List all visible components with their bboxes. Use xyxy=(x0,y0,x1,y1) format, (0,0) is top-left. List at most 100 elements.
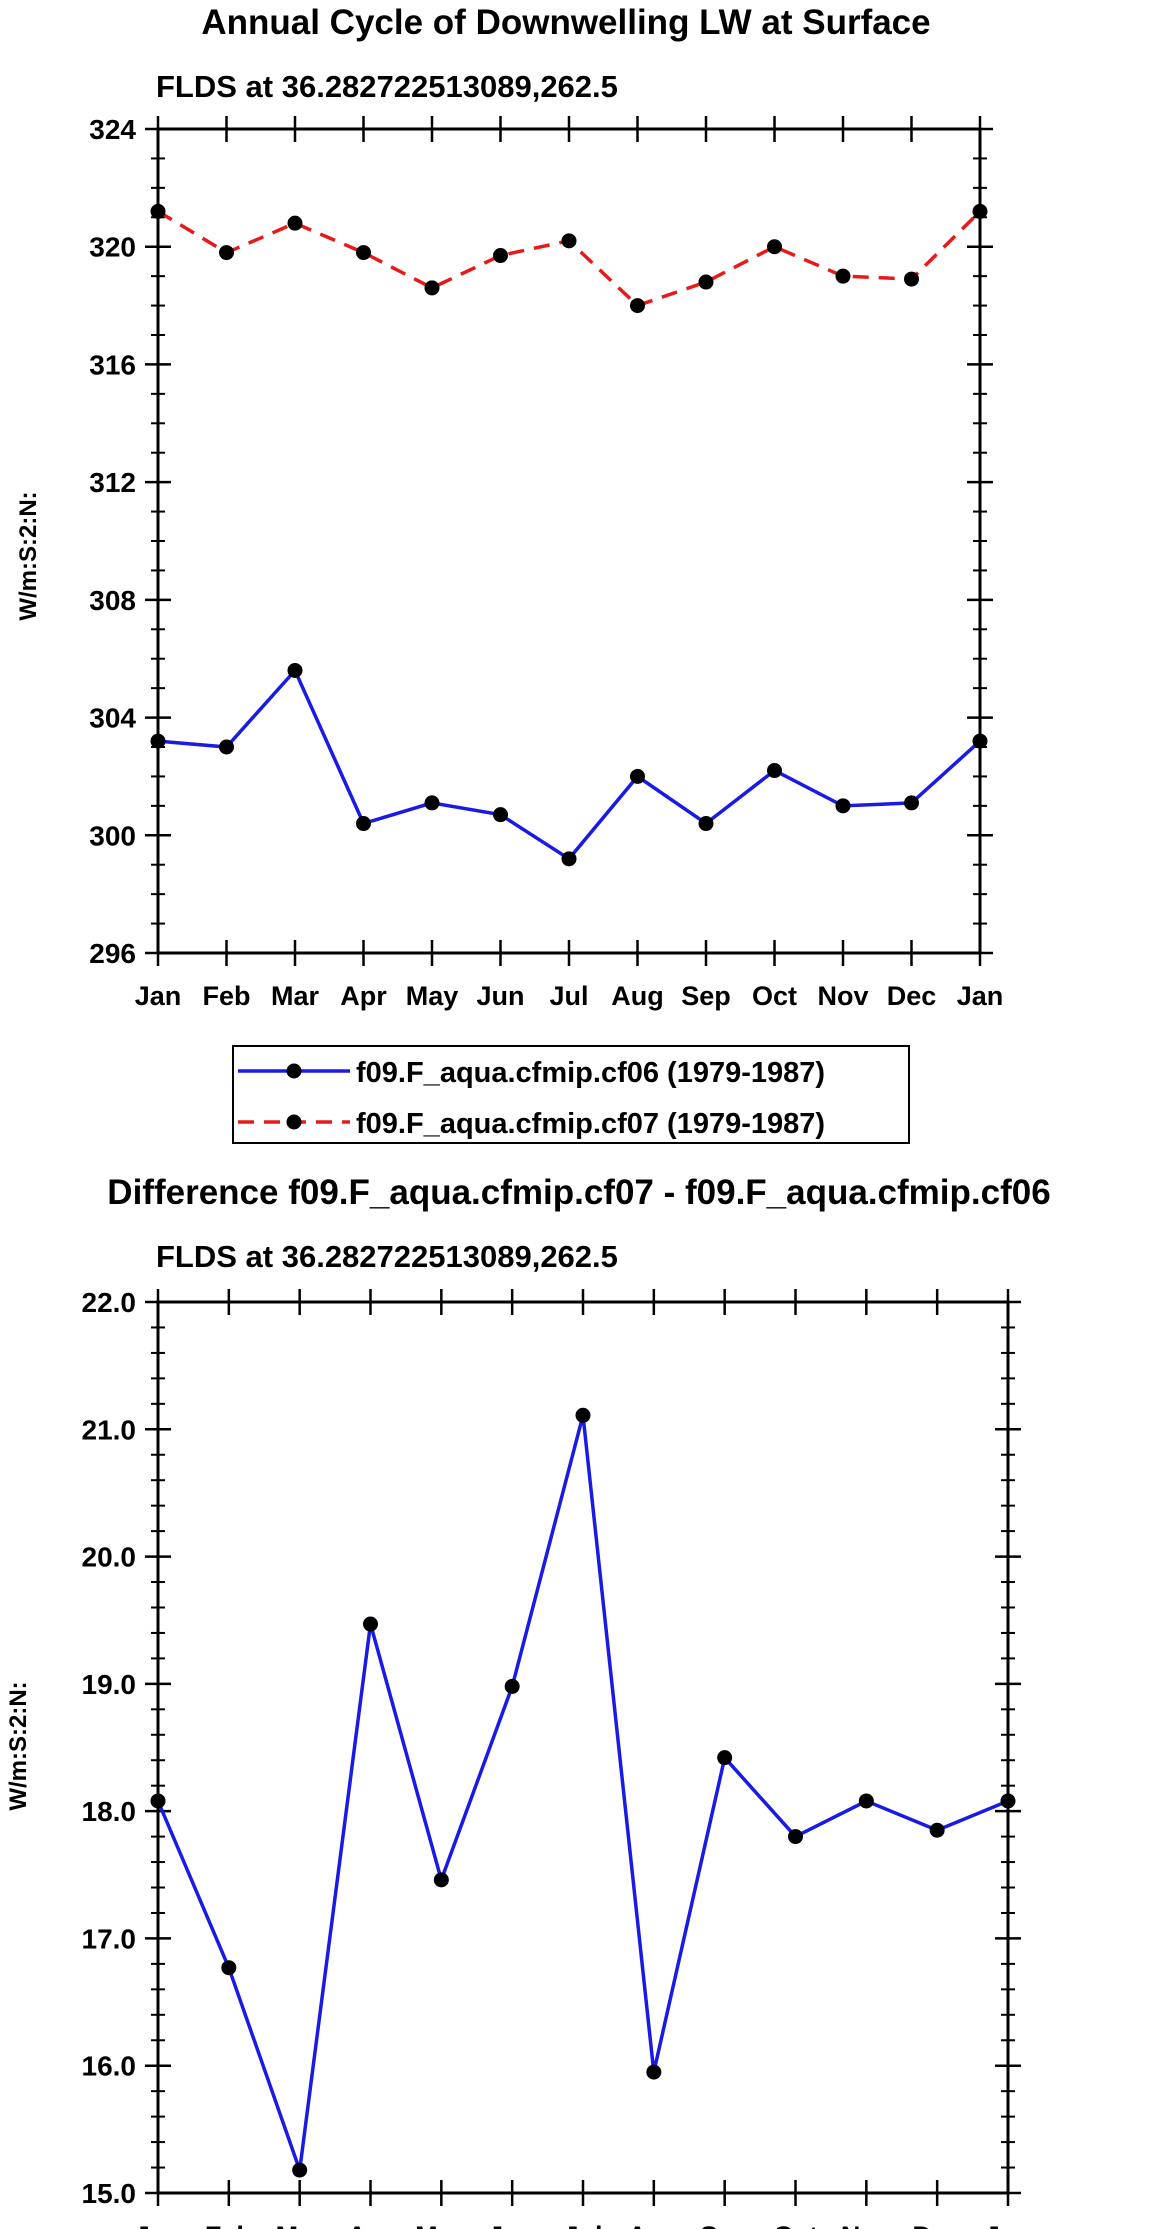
x-tick-label: Jul xyxy=(549,981,588,1011)
data-point xyxy=(698,274,714,290)
y-tick-label: 21.0 xyxy=(82,1414,137,1445)
series-layer xyxy=(150,1407,1016,2178)
y-tick-label: 312 xyxy=(89,467,136,498)
annual-cycle-panel: Annual Cycle of Downwelling LW at Surfac… xyxy=(15,3,1003,1011)
data-point xyxy=(219,245,234,261)
x-tick-label: Nov xyxy=(817,981,868,1011)
data-point xyxy=(929,1822,945,1838)
x-tick-label: Oct xyxy=(773,2221,818,2229)
data-point xyxy=(575,1407,591,1423)
data-point xyxy=(630,298,645,314)
x-tick-label: Apr xyxy=(340,981,387,1011)
y-tick-label: 324 xyxy=(89,114,136,145)
y-tick-label: 16.0 xyxy=(82,2051,137,2082)
y-tick-label: 320 xyxy=(89,232,136,263)
x-tick-label: Mar xyxy=(276,2221,325,2229)
data-point xyxy=(493,248,508,264)
data-point xyxy=(219,739,234,755)
x-tick-label: Aug xyxy=(628,2221,680,2229)
data-point xyxy=(221,1960,237,1976)
y-tick-label: 308 xyxy=(89,585,136,616)
x-tick-label: Feb xyxy=(202,981,250,1011)
data-point xyxy=(561,851,577,867)
y-tick-label: 22.0 xyxy=(82,1287,137,1318)
x-tick-label: Aug xyxy=(611,981,663,1011)
x-tick-label: Sep xyxy=(681,981,731,1011)
data-point xyxy=(356,245,371,261)
y-tick-label: 20.0 xyxy=(82,1542,137,1573)
y-tick-label: 15.0 xyxy=(82,2178,137,2209)
data-point xyxy=(363,1616,378,1632)
legend-label-cf07: f09.F_aqua.cfmip.cf07 (1979-1987) xyxy=(356,1108,825,1140)
series-line-0 xyxy=(157,667,982,862)
x-tick-label: Nov xyxy=(841,2221,892,2229)
y-tick-label: 17.0 xyxy=(82,1923,137,1954)
x-tick-label: Jun xyxy=(488,2221,536,2229)
x-tick-label: Apr xyxy=(347,2221,394,2229)
x-tick-label: Dec xyxy=(912,2221,962,2229)
data-point xyxy=(356,816,371,832)
data-point xyxy=(904,795,919,811)
data-point xyxy=(493,807,508,823)
series-layer xyxy=(150,203,988,867)
x-tick-label: Oct xyxy=(752,981,797,1011)
legend-box xyxy=(232,1045,910,1144)
chart-subtitle: FLDS at 36.282722513089,262.5 xyxy=(156,69,618,104)
x-tick-label: Feb xyxy=(205,2221,253,2229)
series-line-0 xyxy=(156,1414,1009,2171)
x-tick-label: May xyxy=(415,2221,468,2229)
y-tick-label: 300 xyxy=(89,820,136,851)
y-tick-labels: 15.0 16.0 17.0 18.0 19.0 20.0 21.0 22.0 xyxy=(82,1287,137,2209)
x-tick-label: Jan xyxy=(957,981,1004,1011)
data-point xyxy=(424,795,440,811)
data-point xyxy=(292,2162,308,2178)
legend-entry-cf07: f09.F_aqua.cfmip.cf07 (1979-1987) xyxy=(238,1108,825,1140)
chart-subtitle: FLDS at 36.282722513089,262.5 xyxy=(156,1239,618,1274)
data-point xyxy=(858,1793,874,1809)
legend-marker-cf06 xyxy=(286,1063,302,1079)
x-tick-label: Jan xyxy=(135,2221,182,2229)
data-point xyxy=(504,1678,520,1694)
y-tick-labels: 296 300 304 308 312 316 320 324 xyxy=(89,114,136,969)
x-tick-label: Jun xyxy=(476,981,524,1011)
x-tick-label: Jul xyxy=(563,2221,602,2229)
data-point xyxy=(835,268,851,284)
data-point xyxy=(698,816,714,832)
plot-frame xyxy=(156,1300,1010,2195)
data-point xyxy=(788,1829,803,1845)
legend-label-cf06: f09.F_aqua.cfmip.cf06 (1979-1987) xyxy=(356,1057,825,1089)
data-point xyxy=(835,798,851,814)
y-tick-label: 304 xyxy=(89,703,136,734)
y-tick-label: 18.0 xyxy=(82,1796,137,1827)
difference-panel: Difference f09.F_aqua.cfmip.cf07 - f09.F… xyxy=(5,1173,1051,2229)
data-point xyxy=(561,233,577,249)
series-line-1 xyxy=(157,209,982,308)
data-point xyxy=(767,763,782,779)
data-point xyxy=(424,280,440,296)
x-tick-label: Mar xyxy=(271,981,320,1011)
data-point xyxy=(904,271,919,287)
data-point xyxy=(287,662,303,678)
chart-title: Annual Cycle of Downwelling LW at Surfac… xyxy=(201,3,930,42)
y-tick-label: 19.0 xyxy=(82,1669,137,1700)
y-axis-label: W/m:S:2:N: xyxy=(15,491,42,620)
legend-marker-cf07 xyxy=(286,1114,302,1130)
x-tick-label: Jan xyxy=(135,981,182,1011)
x-tick-labels: Jan Feb Mar Apr May Jun Jul Aug Sep Oct Nov Dec Jan xyxy=(135,2221,1032,2229)
x-tick-labels: Jan Feb Mar Apr May Jun Jul Aug Sep Oct Nov Dec Jan xyxy=(135,981,1004,1011)
y-axis-label: W/m:S:2:N: xyxy=(5,1681,32,1810)
data-point xyxy=(767,239,782,255)
x-tick-label: May xyxy=(406,981,459,1011)
y-tick-label: 296 xyxy=(89,938,136,969)
data-point xyxy=(287,215,303,231)
data-point xyxy=(433,1872,449,1888)
data-point xyxy=(630,768,645,784)
x-tick-label: Jan xyxy=(985,2221,1032,2229)
y-tick-label: 316 xyxy=(89,349,136,380)
data-point xyxy=(717,1750,733,1766)
chart-title: Difference f09.F_aqua.cfmip.cf07 - f09.F… xyxy=(107,1173,1050,1212)
data-point xyxy=(646,2064,662,2080)
legend-entry-cf06: f09.F_aqua.cfmip.cf06 (1979-1987) xyxy=(238,1057,825,1089)
plot-frame xyxy=(156,127,982,955)
